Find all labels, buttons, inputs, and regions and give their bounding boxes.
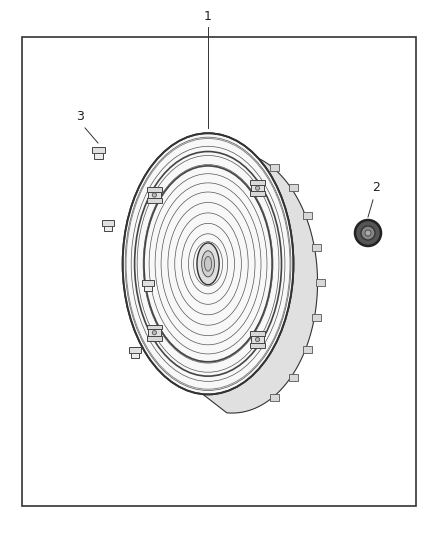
Bar bbox=[315, 279, 325, 286]
Bar bbox=[148, 191, 161, 199]
Bar bbox=[251, 335, 264, 344]
Bar bbox=[147, 325, 162, 329]
Text: 2: 2 bbox=[372, 181, 380, 194]
Bar bbox=[93, 151, 102, 158]
Bar bbox=[304, 212, 312, 219]
Circle shape bbox=[361, 226, 375, 240]
Circle shape bbox=[255, 186, 260, 190]
Bar bbox=[131, 352, 139, 358]
Bar bbox=[270, 394, 279, 401]
Ellipse shape bbox=[205, 256, 212, 271]
Bar bbox=[102, 220, 114, 225]
Circle shape bbox=[152, 193, 156, 197]
Bar bbox=[270, 164, 279, 171]
Bar bbox=[312, 244, 321, 251]
Bar bbox=[251, 184, 264, 192]
Bar bbox=[144, 285, 152, 292]
Bar bbox=[250, 332, 265, 336]
Circle shape bbox=[255, 337, 260, 342]
Bar bbox=[129, 348, 141, 353]
Bar bbox=[92, 147, 105, 152]
Ellipse shape bbox=[201, 251, 215, 277]
Bar bbox=[142, 280, 154, 286]
Bar bbox=[312, 314, 321, 321]
Ellipse shape bbox=[123, 133, 293, 394]
Bar bbox=[148, 328, 161, 337]
Polygon shape bbox=[203, 133, 318, 413]
Bar bbox=[147, 198, 162, 203]
Bar bbox=[289, 184, 298, 191]
Bar bbox=[304, 346, 312, 353]
Bar bbox=[147, 336, 162, 341]
Text: 1: 1 bbox=[204, 10, 212, 22]
Bar bbox=[250, 191, 265, 196]
Bar bbox=[147, 187, 162, 192]
Circle shape bbox=[355, 220, 381, 246]
Ellipse shape bbox=[197, 243, 219, 285]
Circle shape bbox=[365, 230, 371, 236]
Bar bbox=[289, 374, 298, 381]
Text: 3: 3 bbox=[76, 110, 84, 123]
Bar bbox=[104, 225, 112, 231]
Bar bbox=[22, 37, 416, 506]
Circle shape bbox=[152, 330, 156, 335]
Bar bbox=[250, 180, 265, 185]
Bar bbox=[250, 343, 265, 348]
Polygon shape bbox=[221, 185, 285, 361]
